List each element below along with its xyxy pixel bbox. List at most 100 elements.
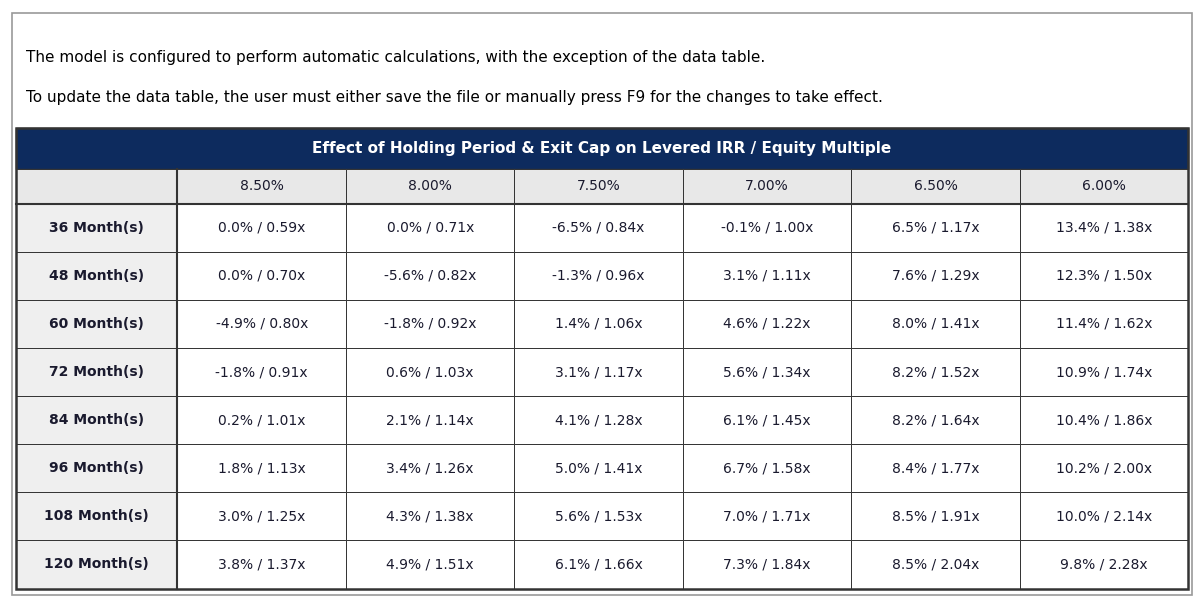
Text: 0.0% / 0.71x: 0.0% / 0.71x — [386, 221, 474, 235]
Text: 4.9% / 1.51x: 4.9% / 1.51x — [386, 558, 474, 572]
Bar — [1020, 396, 1188, 444]
Bar — [851, 492, 1020, 541]
Bar — [346, 541, 514, 589]
Text: 6.50%: 6.50% — [914, 179, 957, 193]
Bar — [683, 492, 851, 541]
Text: 108 Month(s): 108 Month(s) — [45, 510, 149, 523]
Text: 60 Month(s): 60 Month(s) — [49, 317, 144, 331]
Text: 36 Month(s): 36 Month(s) — [49, 221, 144, 235]
Text: 11.4% / 1.62x: 11.4% / 1.62x — [1056, 317, 1152, 331]
Bar — [346, 300, 514, 348]
Bar — [1020, 541, 1188, 589]
Text: 0.6% / 1.03x: 0.6% / 1.03x — [386, 365, 474, 379]
Text: 96 Month(s): 96 Month(s) — [49, 461, 144, 475]
Bar — [16, 128, 1188, 589]
Text: -0.1% / 1.00x: -0.1% / 1.00x — [721, 221, 814, 235]
Text: 84 Month(s): 84 Month(s) — [49, 413, 144, 427]
Bar — [514, 300, 683, 348]
Text: 6.00%: 6.00% — [1082, 179, 1126, 193]
Bar — [851, 252, 1020, 300]
Bar — [514, 252, 683, 300]
Text: -1.8% / 0.92x: -1.8% / 0.92x — [384, 317, 477, 331]
Bar — [16, 204, 177, 252]
Bar — [177, 541, 346, 589]
Text: 0.2% / 1.01x: 0.2% / 1.01x — [218, 413, 306, 427]
Bar — [346, 396, 514, 444]
Text: 8.2% / 1.64x: 8.2% / 1.64x — [892, 413, 979, 427]
Bar — [851, 169, 1020, 204]
Bar — [177, 252, 346, 300]
Bar — [16, 128, 1188, 169]
Bar — [514, 444, 683, 492]
Text: 6.5% / 1.17x: 6.5% / 1.17x — [892, 221, 979, 235]
Text: The model is configured to perform automatic calculations, with the exception of: The model is configured to perform autom… — [26, 50, 766, 65]
Text: 72 Month(s): 72 Month(s) — [49, 365, 144, 379]
Bar — [514, 492, 683, 541]
Bar — [514, 396, 683, 444]
Text: 6.1% / 1.66x: 6.1% / 1.66x — [555, 558, 643, 572]
Text: 120 Month(s): 120 Month(s) — [45, 558, 149, 572]
Text: 48 Month(s): 48 Month(s) — [49, 269, 144, 283]
Text: -6.5% / 0.84x: -6.5% / 0.84x — [553, 221, 645, 235]
Text: -5.6% / 0.82x: -5.6% / 0.82x — [384, 269, 477, 283]
Text: 3.1% / 1.17x: 3.1% / 1.17x — [555, 365, 643, 379]
Text: 3.0% / 1.25x: 3.0% / 1.25x — [218, 510, 306, 523]
Text: 10.4% / 1.86x: 10.4% / 1.86x — [1056, 413, 1152, 427]
Text: 10.2% / 2.00x: 10.2% / 2.00x — [1056, 461, 1152, 475]
Bar — [177, 396, 346, 444]
Bar — [1020, 492, 1188, 541]
Bar — [514, 541, 683, 589]
Text: 8.4% / 1.77x: 8.4% / 1.77x — [892, 461, 979, 475]
Bar — [683, 169, 851, 204]
Text: 5.0% / 1.41x: 5.0% / 1.41x — [555, 461, 643, 475]
Bar — [1020, 252, 1188, 300]
Bar — [683, 204, 851, 252]
Bar — [16, 541, 177, 589]
Bar — [514, 204, 683, 252]
Bar — [851, 348, 1020, 396]
Text: 7.3% / 1.84x: 7.3% / 1.84x — [724, 558, 811, 572]
Text: 8.0% / 1.41x: 8.0% / 1.41x — [892, 317, 979, 331]
Bar — [683, 252, 851, 300]
Bar — [514, 348, 683, 396]
Bar — [16, 300, 177, 348]
Text: 2.1% / 1.14x: 2.1% / 1.14x — [386, 413, 474, 427]
Text: 9.8% / 2.28x: 9.8% / 2.28x — [1061, 558, 1147, 572]
Bar — [16, 348, 177, 396]
Text: 5.6% / 1.53x: 5.6% / 1.53x — [555, 510, 643, 523]
Text: 3.8% / 1.37x: 3.8% / 1.37x — [218, 558, 306, 572]
Bar — [16, 252, 177, 300]
Text: 3.1% / 1.11x: 3.1% / 1.11x — [724, 269, 811, 283]
Bar — [683, 444, 851, 492]
Text: 7.50%: 7.50% — [577, 179, 620, 193]
Text: 4.3% / 1.38x: 4.3% / 1.38x — [386, 510, 474, 523]
Text: 6.7% / 1.58x: 6.7% / 1.58x — [724, 461, 811, 475]
Bar — [16, 492, 177, 541]
Text: 13.4% / 1.38x: 13.4% / 1.38x — [1056, 221, 1152, 235]
Bar — [1020, 169, 1188, 204]
Bar — [16, 444, 177, 492]
Bar — [16, 396, 177, 444]
Bar — [177, 300, 346, 348]
Text: 10.0% / 2.14x: 10.0% / 2.14x — [1056, 510, 1152, 523]
Bar — [851, 204, 1020, 252]
Text: -4.9% / 0.80x: -4.9% / 0.80x — [216, 317, 308, 331]
Bar — [16, 169, 177, 204]
Bar — [851, 300, 1020, 348]
Bar — [177, 348, 346, 396]
Text: 10.9% / 1.74x: 10.9% / 1.74x — [1056, 365, 1152, 379]
Text: 0.0% / 0.70x: 0.0% / 0.70x — [218, 269, 306, 283]
Text: 8.5% / 2.04x: 8.5% / 2.04x — [892, 558, 979, 572]
Text: 0.0% / 0.59x: 0.0% / 0.59x — [218, 221, 306, 235]
Bar — [177, 204, 346, 252]
Text: 7.00%: 7.00% — [745, 179, 789, 193]
Bar — [177, 169, 346, 204]
Bar — [346, 169, 514, 204]
Bar — [851, 541, 1020, 589]
Text: 8.2% / 1.52x: 8.2% / 1.52x — [892, 365, 979, 379]
Bar — [177, 492, 346, 541]
Bar — [1020, 444, 1188, 492]
Text: 1.8% / 1.13x: 1.8% / 1.13x — [218, 461, 306, 475]
Text: 5.6% / 1.34x: 5.6% / 1.34x — [724, 365, 811, 379]
Bar — [346, 348, 514, 396]
